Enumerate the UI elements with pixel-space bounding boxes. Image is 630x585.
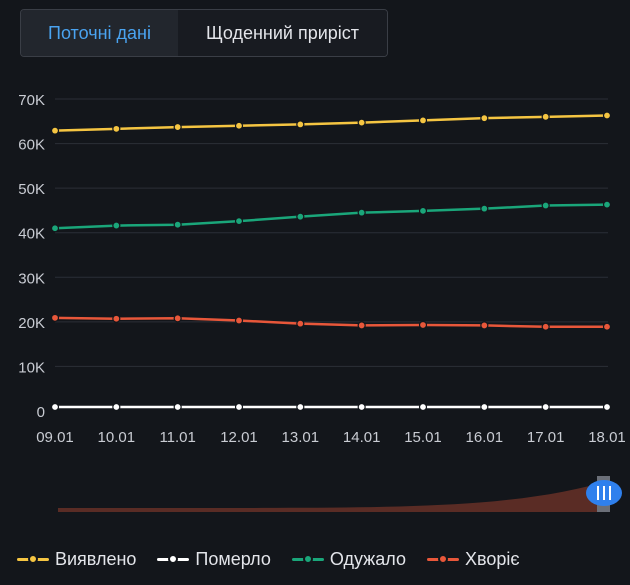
data-point: [480, 114, 489, 123]
data-point: [50, 402, 60, 412]
series-line: [53, 114, 609, 132]
data-point: [602, 322, 612, 331]
data-point: [357, 402, 366, 412]
data-point: [541, 322, 550, 331]
x-tick-label: 15.01: [404, 429, 442, 446]
tab-daily-growth[interactable]: Щоденний приріст: [178, 10, 387, 56]
navigator-area: [58, 482, 604, 512]
y-axis-ticks: 0 10K 20K 30K 40K 50K 60K 70K: [18, 92, 45, 421]
series-0: [50, 111, 612, 135]
data-point: [357, 118, 366, 127]
data-point: [234, 402, 244, 412]
data-point: [602, 402, 612, 412]
data-point: [602, 200, 612, 209]
x-axis-ticks: 09.01 10.01 11.01 12.01 13.01 14.01 15.01 16.01…: [36, 429, 626, 446]
x-tick-label: 09.01: [36, 429, 74, 446]
legend-label: Одужало: [329, 548, 406, 569]
series-line: [53, 203, 609, 230]
legend-label: Хворіє: [464, 548, 520, 569]
x-tick-label: 13.01: [282, 429, 320, 446]
data-point: [112, 221, 121, 230]
range-navigator[interactable]: [58, 476, 622, 512]
series-1: [50, 402, 612, 412]
x-tick-label: 14.01: [343, 429, 381, 446]
y-tick-label: 50K: [18, 181, 45, 198]
legend-label: Виявлено: [55, 548, 137, 569]
y-tick-label: 70K: [18, 92, 45, 109]
data-point: [357, 208, 366, 217]
x-tick-label: 12.01: [220, 429, 258, 446]
legend-item-detected[interactable]: Виявлено: [17, 549, 136, 570]
tab-current-data[interactable]: Поточні дані: [21, 10, 178, 56]
data-point: [112, 124, 121, 133]
x-tick-label: 18.01: [588, 429, 626, 446]
data-point: [541, 402, 550, 412]
y-tick-label: 60K: [18, 137, 45, 154]
data-point: [602, 111, 612, 120]
data-point: [418, 402, 428, 412]
y-tick-label: 20K: [18, 315, 45, 332]
legend-item-died[interactable]: Померло: [157, 548, 271, 570]
data-point: [173, 122, 182, 132]
x-tick-label: 17.01: [527, 429, 565, 446]
y-tick-label: 40K: [18, 226, 45, 243]
series-line: [53, 316, 609, 329]
chart-legend: Виявлено Померло Одужало Хворіє: [17, 546, 541, 572]
data-point: [480, 402, 489, 412]
legend-label: Померло: [195, 548, 271, 569]
legend-marker-recovered: [291, 552, 324, 566]
data-point: [541, 201, 550, 210]
data-point: [50, 126, 60, 135]
data-point: [234, 121, 244, 130]
data-point: [50, 224, 60, 233]
data-point: [296, 212, 305, 221]
data-point: [173, 220, 182, 229]
data-point: [296, 120, 305, 129]
data-point: [480, 204, 489, 213]
data-point: [234, 316, 244, 325]
data-point: [541, 112, 550, 121]
legend-marker-active: [426, 552, 459, 566]
legend-marker-died: [157, 552, 190, 566]
x-tick-label: 11.01: [159, 429, 195, 446]
data-point: [296, 319, 305, 328]
series-2: [50, 200, 612, 233]
data-point: [112, 402, 121, 412]
series-3: [50, 313, 612, 331]
data-point: [296, 402, 305, 412]
legend-marker-detected: [17, 552, 49, 566]
x-tick-label: 10.01: [98, 429, 136, 446]
data-point: [173, 402, 182, 412]
y-tick-label: 10K: [18, 359, 45, 376]
x-tick-label: 16.01: [466, 429, 504, 446]
y-tick-label: 0: [37, 404, 45, 421]
legend-item-recovered[interactable]: Одужало: [291, 548, 406, 570]
view-tab-group: Поточні дані Щоденний приріст: [20, 9, 388, 57]
data-point: [418, 206, 428, 215]
data-point: [480, 321, 489, 330]
data-point: [418, 116, 428, 125]
data-point: [357, 321, 366, 330]
data-point: [50, 313, 60, 322]
data-point: [418, 320, 428, 330]
data-point: [173, 314, 182, 323]
navigator-handle[interactable]: [586, 480, 622, 506]
grid-lines: [55, 98, 608, 367]
legend-item-active[interactable]: Хворіє: [426, 548, 520, 570]
data-point: [112, 314, 121, 323]
y-tick-label: 30K: [18, 270, 45, 287]
series-lines: [50, 111, 612, 412]
data-point: [234, 217, 244, 226]
